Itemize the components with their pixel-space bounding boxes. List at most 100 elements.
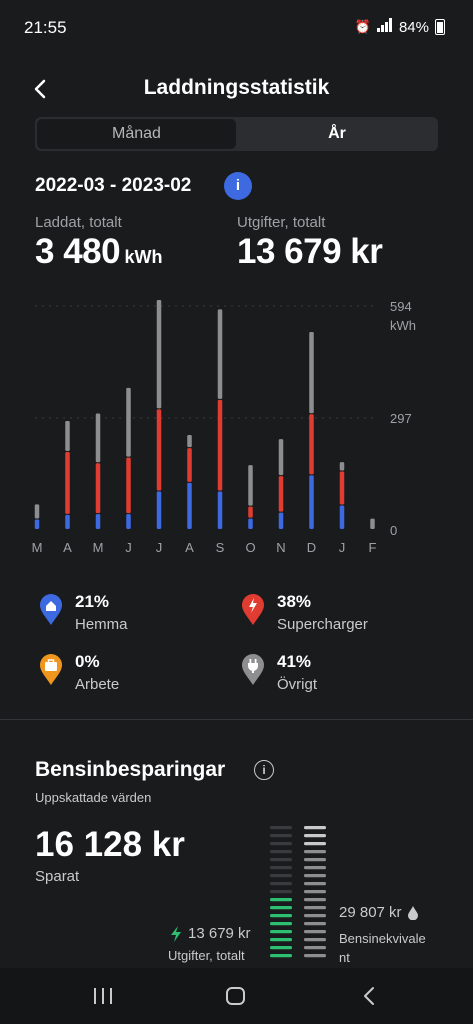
fuel-meter-segment [304, 858, 326, 862]
bar-segment [248, 465, 253, 506]
home-button-icon[interactable] [225, 986, 247, 1006]
bar-segment [217, 309, 223, 399]
fuel-meter-segment [304, 954, 326, 958]
legend-home-pct: 21% [75, 592, 110, 611]
chevron-left-icon [34, 79, 46, 99]
alarm-icon: ⏰ [354, 19, 371, 34]
bar-segment [370, 518, 375, 529]
savings-meter [270, 826, 326, 958]
legend-home: 21% Hemma [38, 592, 128, 633]
electric-meter-segment [270, 890, 292, 894]
battery-level: 84% [398, 18, 429, 36]
fuel-meter-segment [304, 850, 326, 854]
back-button[interactable] [30, 78, 50, 100]
y-tick-label: 594 [390, 299, 412, 314]
bar-segment [248, 518, 253, 529]
fuel-label-line1: Bensinekvivale [339, 931, 426, 946]
fuel-meter-segment [304, 882, 326, 886]
savings-title: Bensinbesparingar [35, 758, 226, 781]
bar-segment [126, 514, 131, 529]
back-nav-icon[interactable] [360, 986, 378, 1006]
fuel-meter-segment [304, 866, 326, 870]
fuel-meter-segment [304, 930, 326, 934]
bolt-icon [171, 925, 181, 942]
savings-info-icon[interactable]: i [254, 760, 274, 780]
x-tick-label: J [125, 540, 132, 555]
legend-work-name: Arbete [75, 676, 120, 693]
electric-meter-segment [270, 866, 292, 870]
status-right: ⏰ 84% [355, 18, 445, 36]
charged-total: 3 480 kWh [35, 232, 163, 272]
electric-meter-segment [270, 938, 292, 942]
bar-segment [126, 457, 131, 514]
bar-segment [156, 409, 162, 491]
charged-label: Laddat, totalt [35, 214, 122, 231]
bar-segment [65, 421, 70, 451]
bar-segment [217, 491, 223, 529]
bar-segment [278, 476, 284, 512]
home-icon [40, 594, 62, 625]
legend-other: 41% Övrigt [240, 652, 317, 693]
fuel-cost-label: Bensinekvivale nt [339, 929, 426, 967]
x-tick-label: F [369, 540, 377, 555]
x-tick-label: J [156, 540, 163, 555]
bar-segment [187, 482, 192, 529]
bolt-icon [242, 594, 264, 625]
cost-label: Utgifter, totalt [237, 214, 326, 231]
x-tick-label: D [307, 540, 316, 555]
bar-segment [309, 475, 314, 529]
recent-apps-icon[interactable] [92, 986, 114, 1006]
legend-supercharger-pct: 38% [277, 592, 312, 611]
battery-icon [435, 19, 445, 35]
bar-segment [217, 399, 223, 491]
bar-segment [95, 413, 101, 463]
x-tick-label: N [276, 540, 285, 555]
electric-meter-segment [270, 882, 292, 886]
period-toggle: Månad År [35, 117, 438, 151]
x-tick-label: M [93, 540, 104, 555]
bar-segment [248, 506, 253, 518]
bar-segment [34, 504, 40, 519]
x-tick-label: S [216, 540, 225, 555]
tab-month[interactable]: Månad [37, 119, 236, 149]
bar-segment [65, 514, 70, 529]
bar-segment [278, 439, 284, 476]
electric-cost-label: Utgifter, totalt [168, 948, 245, 963]
info-button[interactable]: i [224, 172, 252, 200]
bar-segment [339, 462, 345, 471]
electric-meter-segment [270, 850, 292, 854]
fuel-meter-segment [304, 890, 326, 894]
charged-unit: kWh [124, 247, 163, 267]
electric-meter-segment [270, 906, 292, 910]
x-tick-label: O [245, 540, 255, 555]
bar-segment [126, 387, 131, 457]
fuel-meter-segment [304, 938, 326, 942]
electric-meter-segment [270, 922, 292, 926]
electric-meter-segment [270, 946, 292, 950]
savings-subtitle: Uppskattade värden [35, 790, 152, 805]
bar-segment [309, 414, 314, 475]
electric-meter-segment [270, 874, 292, 878]
status-time: 21:55 [24, 18, 67, 37]
fuel-meter-segment [304, 922, 326, 926]
fuel-meter-segment [304, 914, 326, 918]
cost-value: 13 679 kr [237, 232, 383, 271]
bar-segment [65, 451, 70, 514]
bar-segment [156, 491, 162, 529]
status-bar: 21:55 ⏰ 84% [0, 0, 473, 56]
tab-year[interactable]: År [328, 125, 346, 142]
legend-work: 0% Arbete [38, 652, 119, 693]
electric-cost: 13 679 kr [170, 925, 251, 942]
electric-meter-segment [270, 842, 292, 846]
saved-value: 16 128 kr [35, 825, 185, 864]
fuel-cost: 29 807 kr [339, 904, 418, 921]
bar-segment [187, 448, 192, 482]
electric-meter-segment [270, 858, 292, 862]
fuel-meter-segment [304, 898, 326, 902]
legend-work-pct: 0% [75, 652, 100, 671]
bar-segment [34, 519, 40, 529]
section-divider [0, 719, 473, 720]
bar-segment [156, 299, 162, 409]
legend-other-name: Övrigt [277, 676, 318, 693]
fuel-meter-segment [304, 834, 326, 838]
